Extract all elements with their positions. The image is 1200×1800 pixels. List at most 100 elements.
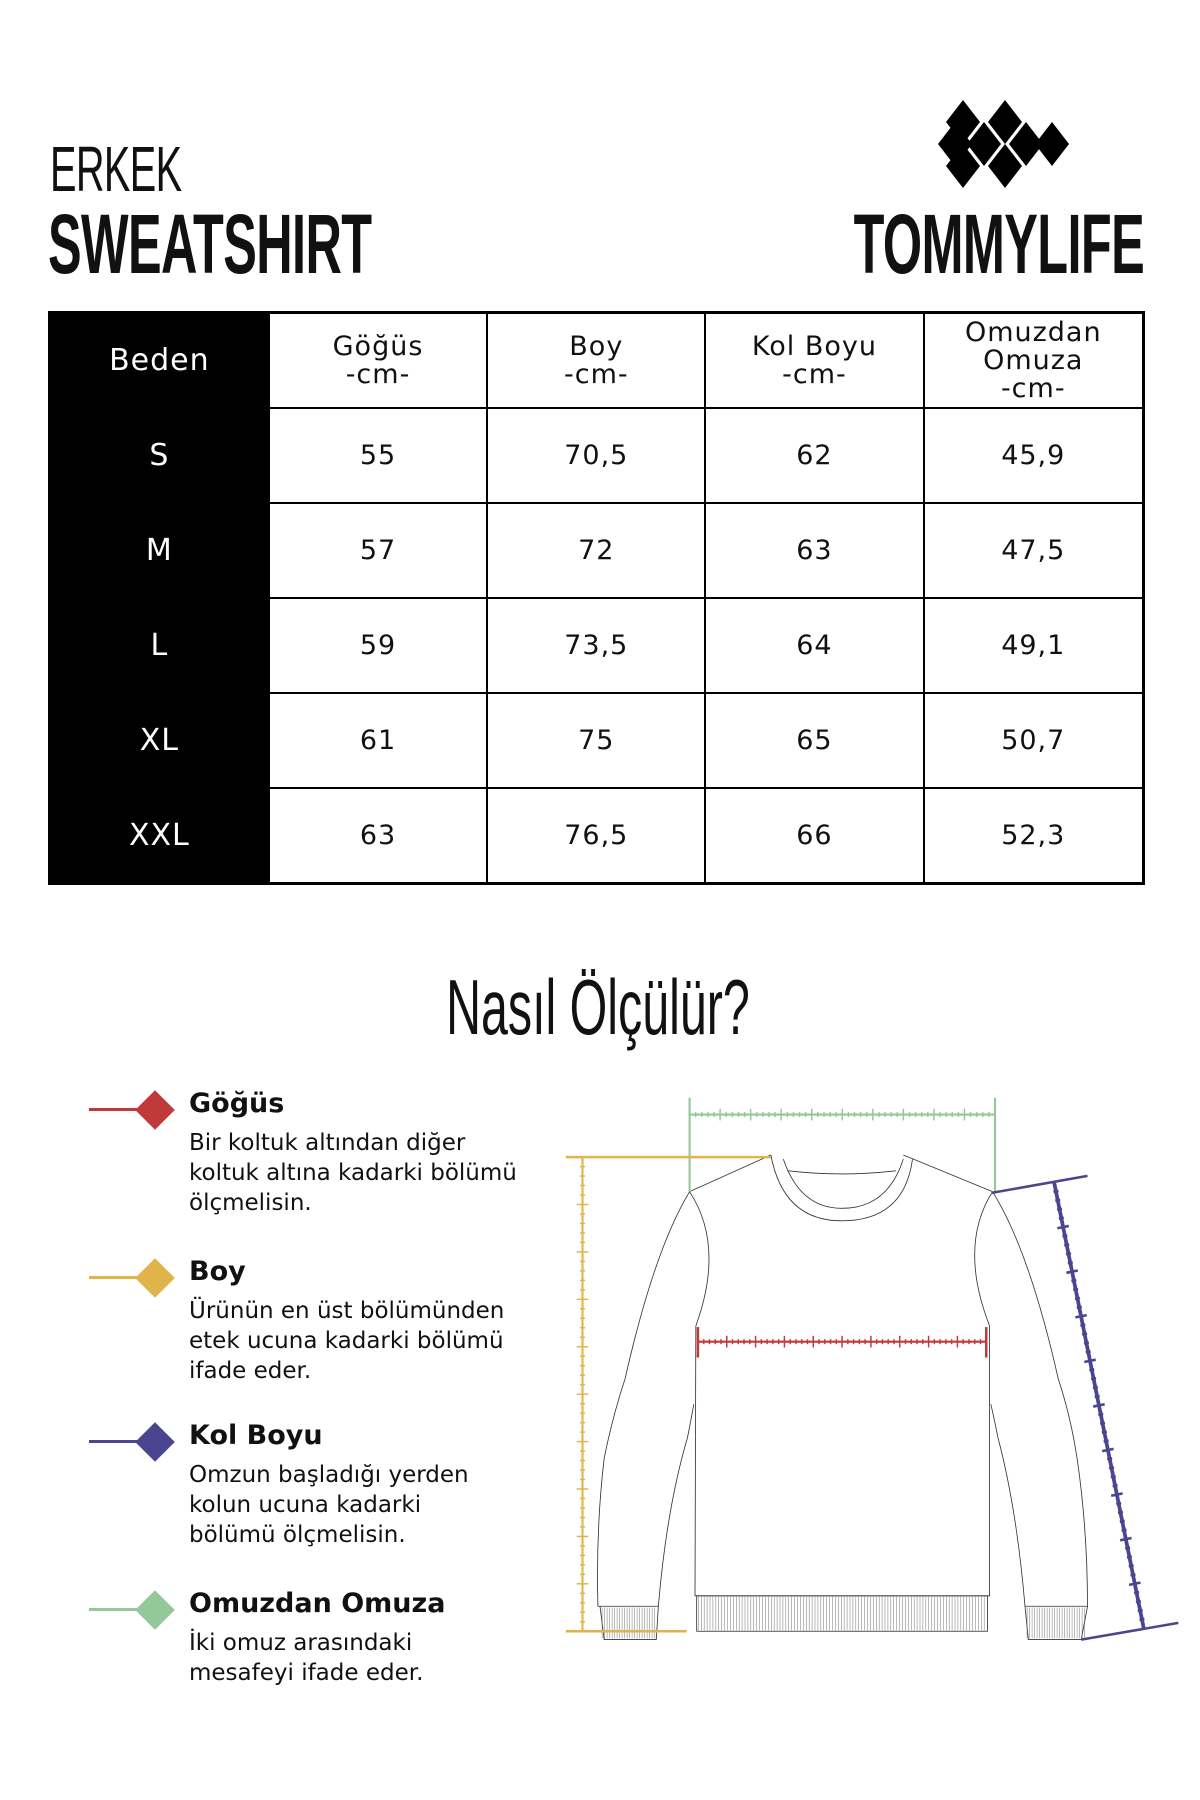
- legend-description: Ürünün en üst bölümünden etek ucuna kada…: [189, 1298, 505, 1384]
- sleeve-ruler-tick: [1055, 1198, 1061, 1203]
- cell-sleeve: 65: [704, 692, 925, 789]
- cell-length: 75: [486, 692, 707, 789]
- sleeve-ruler-tick: [1092, 1385, 1099, 1390]
- col-header-sleeve: Kol Boyu -cm-: [704, 311, 925, 409]
- sleeve-ruler-tick: [1090, 1376, 1097, 1381]
- sweatshirt-diagram: [565, 1097, 1179, 1641]
- table-row: XXL 63 76,5 66 52,3: [48, 787, 1145, 885]
- how-to-measure-text: Nasıl Ölçülür?: [445, 963, 750, 1051]
- table-header-row: Beden Göğüs -cm- Boy -cm- Kol Boyu -cm- …: [48, 311, 1145, 409]
- cell-length: 70,5: [486, 407, 707, 504]
- table-row: M 57 72 63 47,5: [48, 502, 1145, 599]
- col-header-chest: Göğüs -cm-: [267, 311, 489, 409]
- sleeve-ruler-tick: [1074, 1296, 1081, 1301]
- legend-description: İki omuz arasındaki mesafeyi ifade eder.: [189, 1630, 424, 1686]
- diamond-icon: [135, 1258, 175, 1298]
- sleeve-ruler-tick: [1084, 1358, 1096, 1364]
- title-line2: SWEATSHIRT: [48, 197, 372, 291]
- diamond-icon: [135, 1590, 175, 1630]
- cell-sleeve: 66: [704, 787, 925, 885]
- sleeve-ruler-tick: [1081, 1332, 1088, 1336]
- ribbing-texture: [601, 1596, 1085, 1639]
- sleeve-ruler-tick: [1099, 1421, 1106, 1426]
- sleeve-ruler-tick: [1085, 1350, 1091, 1354]
- sleeve-ruler-tick: [1053, 1189, 1059, 1194]
- cell-chest: 59: [267, 597, 489, 694]
- size-table: Beden Göğüs -cm- Boy -cm- Kol Boyu -cm- …: [48, 311, 1145, 885]
- sleeve-ruler-tick: [1128, 1581, 1141, 1587]
- table-row: L 59 73,5 64 49,1: [48, 597, 1145, 694]
- sleeve-ruler-tick: [1117, 1510, 1124, 1515]
- legend-title: Göğüs: [189, 1088, 285, 1119]
- sleeve-cap: [1081, 1621, 1179, 1641]
- legend-title: Boy: [189, 1256, 246, 1287]
- sleeve-ruler-tick: [1065, 1252, 1072, 1256]
- sleeve-ruler-tick: [1124, 1546, 1131, 1550]
- cell-sleeve: 62: [704, 407, 925, 504]
- sleeve-ruler-tick: [1058, 1216, 1065, 1220]
- sleeve-ruler-tick: [1057, 1224, 1070, 1230]
- cell-size: S: [48, 407, 270, 504]
- sleeve-ruler-tick: [1137, 1608, 1143, 1613]
- cell-length: 76,5: [486, 787, 707, 885]
- sleeve-ruler-tick: [1075, 1313, 1088, 1319]
- legend-line: [89, 1108, 159, 1111]
- sleeve-ruler-tick: [1110, 1492, 1123, 1498]
- sleeve-ruler-tick: [1115, 1501, 1122, 1506]
- sleeve-ruler-tick: [1112, 1483, 1118, 1488]
- sleeve-ruler-tick: [1103, 1439, 1109, 1443]
- sleeve-ruler-tick: [1076, 1305, 1082, 1310]
- sleeve-ruler-tick: [1108, 1466, 1115, 1470]
- cell-shoulder: 49,1: [922, 597, 1145, 694]
- sleeve-ruler-tick: [1071, 1278, 1077, 1283]
- diamond-icon: [135, 1422, 175, 1462]
- cell-chest: 63: [267, 787, 489, 885]
- cell-sleeve: 63: [704, 502, 925, 599]
- sleeve-ruler-tick: [1094, 1394, 1100, 1399]
- sleeve-ruler-tick: [1083, 1341, 1090, 1345]
- cell-chest: 57: [267, 502, 489, 599]
- brand-name: TOMMYLIFE: [853, 197, 1145, 291]
- col-header-size: Beden: [48, 311, 270, 409]
- table-row: S 55 70,5 62 45,9: [48, 407, 1145, 504]
- cell-chest: 61: [267, 692, 489, 789]
- sleeve-ruler-tick: [1119, 1519, 1125, 1524]
- legend-line: [89, 1608, 159, 1611]
- legend-title: Omuzdan Omuza: [189, 1588, 446, 1619]
- sleeve-ruler-tick: [1092, 1402, 1105, 1408]
- cell-length: 72: [486, 502, 707, 599]
- sleeve-ruler-tick: [1135, 1599, 1142, 1604]
- sleeve-ruler-tick: [1101, 1430, 1108, 1434]
- sleeve-ruler-tick: [1110, 1474, 1117, 1479]
- brand-logo-icon: [938, 100, 1069, 188]
- col-header-shoulder: Omuzdan Omuza -cm-: [922, 311, 1145, 409]
- cell-size: L: [48, 597, 270, 694]
- col-header-length: Boy -cm-: [486, 311, 707, 409]
- sleeve-ruler-tick: [1121, 1528, 1127, 1533]
- cell-sleeve: 64: [704, 597, 925, 694]
- sleeve-ruler-tick: [1089, 1367, 1095, 1372]
- sleeve-ruler-tick: [1067, 1260, 1074, 1265]
- legend-line: [89, 1440, 159, 1443]
- sleeve-ruler-tick: [1130, 1573, 1136, 1577]
- legend-title: Kol Boyu: [189, 1420, 323, 1451]
- title-line1: ERKEK: [50, 133, 182, 205]
- sleeve-ruler-tick: [1101, 1447, 1114, 1453]
- sleeve-ruler-tick: [1098, 1412, 1104, 1417]
- cell-size: XXL: [48, 787, 270, 885]
- cell-shoulder: 52,3: [922, 787, 1145, 885]
- cell-chest: 55: [267, 407, 489, 504]
- sleeve-ruler-tick: [1119, 1536, 1132, 1542]
- cell-size: XL: [48, 692, 270, 789]
- sleeve-ruler-tick: [1080, 1323, 1086, 1327]
- sleeve-ruler-tick: [1066, 1269, 1079, 1275]
- table-row: XL 61 75 65 50,7: [48, 692, 1145, 789]
- sleeve-cap: [991, 1174, 1088, 1195]
- legend-description: Bir koltuk altından diğer koltuk altına …: [189, 1130, 517, 1216]
- sleeve-ruler-tick: [1056, 1207, 1063, 1212]
- sleeve-ruler-tick: [1133, 1590, 1140, 1595]
- legend-description: Omzun başladığı yerden kolun ucuna kadar…: [189, 1462, 469, 1548]
- sleeve-ruler-tick: [1072, 1287, 1079, 1292]
- cell-length: 73,5: [486, 597, 707, 694]
- sleeve-ruler-tick: [1126, 1555, 1133, 1559]
